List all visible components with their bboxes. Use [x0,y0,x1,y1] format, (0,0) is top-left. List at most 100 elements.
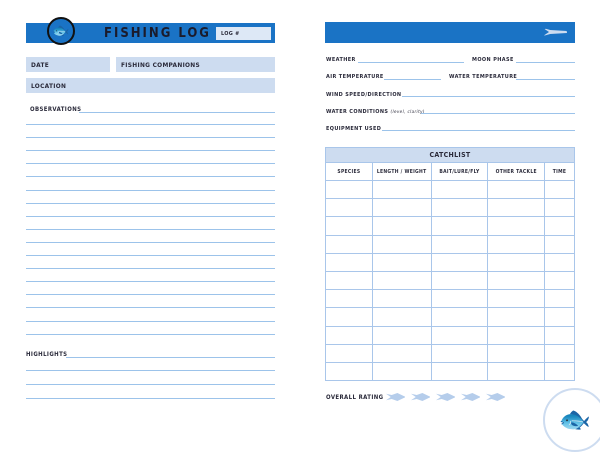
table-cell[interactable] [430,307,489,327]
rating-fish-icon[interactable] [386,393,405,401]
writing-line[interactable] [26,268,275,270]
table-cell[interactable] [371,179,432,200]
writing-line[interactable] [26,215,275,217]
table-cell[interactable] [371,252,432,272]
table-cell[interactable] [544,234,575,254]
wind-line[interactable] [402,96,575,97]
writing-line[interactable] [26,307,275,309]
writing-line[interactable] [26,150,275,152]
writing-line[interactable] [26,333,275,335]
table-cell[interactable] [371,289,432,309]
location-field[interactable]: LOCATION [26,78,275,93]
table-cell[interactable] [487,216,546,236]
table-cell[interactable] [487,252,546,272]
writing-line[interactable] [26,241,275,243]
table-cell[interactable] [487,307,546,327]
table-cell[interactable] [430,216,489,236]
writing-line[interactable] [26,398,275,399]
writing-line[interactable] [26,384,275,385]
table-cell[interactable] [325,234,373,254]
water-conditions-text: WATER CONDITIONS [326,109,389,115]
table-cell[interactable] [325,343,373,363]
rating-fish-icon[interactable] [436,393,455,401]
table-cell[interactable] [544,270,575,291]
table-cell[interactable] [487,270,546,291]
table-cell[interactable] [487,289,546,309]
writing-line[interactable] [26,176,275,178]
table-cell[interactable] [430,198,489,218]
table-cell[interactable] [487,343,546,363]
weather-line[interactable] [358,62,464,63]
moon-phase-line[interactable] [516,62,575,63]
rating-fish-icon[interactable] [486,393,505,401]
table-cell[interactable] [325,325,373,345]
writing-line[interactable] [26,137,275,139]
table-cell[interactable] [325,179,373,200]
rating-fish[interactable] [386,393,505,401]
writing-line[interactable] [26,320,275,322]
writing-line[interactable] [26,255,275,256]
writing-line[interactable] [26,202,275,204]
table-cell[interactable] [325,307,373,327]
observations-line[interactable] [79,112,275,113]
highlights-line[interactable] [66,357,275,358]
table-cell[interactable] [325,198,373,218]
table-cell[interactable] [430,270,489,291]
table-cell[interactable] [371,343,432,363]
table-cell[interactable] [544,325,575,345]
table-cell[interactable] [544,216,575,236]
fish-icon [543,28,567,36]
table-cell[interactable] [371,307,432,327]
table-cell[interactable] [544,179,575,200]
table-cell[interactable] [371,198,432,218]
table-cell[interactable] [544,289,575,309]
table-cell[interactable] [430,325,489,345]
table-cell[interactable] [487,234,546,254]
table-cell[interactable] [325,361,373,382]
fish-logo-icon: 🐟 [47,17,75,45]
date-field[interactable]: DATE [26,57,110,72]
writing-line[interactable] [26,294,275,296]
table-cell[interactable] [371,216,432,236]
table-cell[interactable] [544,343,575,363]
table-cell[interactable] [325,216,373,236]
writing-line[interactable] [26,163,275,165]
moon-phase-label: MOON PHASE [472,57,514,63]
table-cell[interactable] [371,234,432,254]
writing-line[interactable] [26,124,275,125]
table-cell[interactable] [430,179,489,200]
table-cell[interactable] [544,361,575,382]
water-conditions-line[interactable] [421,113,575,114]
table-cell[interactable] [430,234,489,254]
table-row [325,343,575,363]
writing-line[interactable] [26,189,275,191]
table-cell[interactable] [487,361,546,382]
table-cell[interactable] [487,198,546,218]
rating-fish-icon[interactable] [461,393,480,401]
table-cell[interactable] [430,343,489,363]
companions-field[interactable]: FISHING COMPANIONS [116,57,275,72]
table-cell[interactable] [487,179,546,200]
table-cell[interactable] [325,270,373,291]
writing-line[interactable] [26,281,275,283]
equipment-label: EQUIPMENT USED [326,126,382,132]
rating-fish-icon[interactable] [411,393,430,401]
table-cell[interactable] [544,198,575,218]
table-cell[interactable] [430,252,489,272]
table-cell[interactable] [325,289,373,309]
table-cell[interactable] [371,325,432,345]
air-temperature-line[interactable] [384,79,441,80]
writing-line[interactable] [26,370,275,371]
equipment-line[interactable] [382,130,575,131]
table-cell[interactable] [371,361,432,382]
log-number-field[interactable]: LOG # [216,27,271,40]
water-temperature-line[interactable] [516,79,575,80]
table-cell[interactable] [325,252,373,272]
table-cell[interactable] [430,361,489,382]
writing-line[interactable] [26,228,275,230]
table-cell[interactable] [371,270,432,291]
table-cell[interactable] [544,307,575,327]
table-cell[interactable] [430,289,489,309]
table-cell[interactable] [544,252,575,272]
table-cell[interactable] [487,325,546,345]
